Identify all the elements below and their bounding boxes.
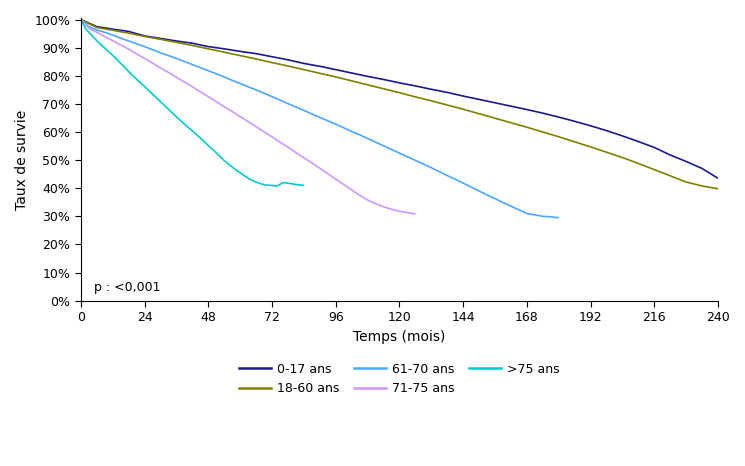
Y-axis label: Taux de survie: Taux de survie — [15, 110, 29, 210]
X-axis label: Temps (mois): Temps (mois) — [353, 329, 446, 343]
Text: p : <0,001: p : <0,001 — [94, 281, 161, 294]
Legend: 0-17 ans, 18-60 ans, 61-70 ans, 71-75 ans, >75 ans: 0-17 ans, 18-60 ans, 61-70 ans, 71-75 an… — [235, 358, 565, 400]
